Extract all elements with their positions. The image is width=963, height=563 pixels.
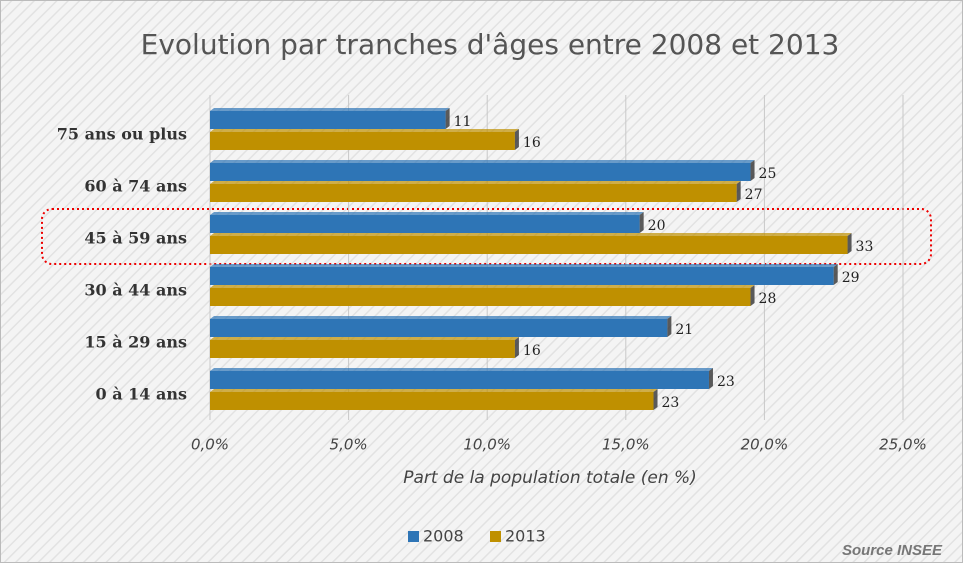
data-label: 28 xyxy=(759,291,777,307)
bar xyxy=(210,212,644,233)
data-label: 11 xyxy=(454,114,472,130)
data-label: 21 xyxy=(675,322,693,338)
legend-label: 2013 xyxy=(505,527,546,546)
data-label: 20 xyxy=(648,218,666,234)
bar-side xyxy=(750,160,755,181)
bar-face xyxy=(210,288,751,306)
bar-top xyxy=(210,212,644,215)
bar xyxy=(210,160,755,181)
bar-face xyxy=(210,132,515,150)
y-tick-label: 0 à 14 ans xyxy=(96,385,187,404)
bar-top xyxy=(210,337,519,340)
bar-top xyxy=(210,285,755,288)
y-tick-label: 75 ans ou plus xyxy=(57,125,187,144)
bar-top xyxy=(210,389,658,392)
bar-side xyxy=(667,316,672,337)
x-tick-label: 25,0% xyxy=(879,436,927,454)
bar-top xyxy=(210,316,672,319)
bar-side xyxy=(708,368,713,389)
legend-label: 2008 xyxy=(423,527,464,546)
bar-side xyxy=(514,337,519,358)
bar-top xyxy=(210,233,852,236)
x-tick-label: 20,0% xyxy=(741,436,789,454)
bar-top xyxy=(210,181,741,184)
bar-side xyxy=(653,389,658,410)
bar-face xyxy=(210,340,515,358)
y-tick-label: 15 à 29 ans xyxy=(84,333,187,352)
bar xyxy=(210,129,519,150)
bar-top xyxy=(210,108,450,111)
bar-side xyxy=(750,285,755,306)
bar xyxy=(210,264,838,285)
bar xyxy=(210,316,672,337)
bar-face xyxy=(210,163,751,181)
bar-face xyxy=(210,319,668,337)
bar xyxy=(210,108,450,129)
data-label: 16 xyxy=(523,343,541,359)
bar-side xyxy=(639,212,644,233)
legend: 2008 2013 xyxy=(408,527,546,546)
data-label: 25 xyxy=(759,166,777,182)
data-label: 16 xyxy=(523,135,541,151)
bar-face xyxy=(210,184,737,202)
legend-swatch xyxy=(408,531,419,542)
data-label: 33 xyxy=(856,239,874,255)
bar-face xyxy=(210,392,654,410)
bar xyxy=(210,389,658,410)
bar xyxy=(210,337,519,358)
chart-title: Evolution par tranches d'âges entre 2008… xyxy=(141,28,840,61)
data-label: 23 xyxy=(662,395,680,411)
bar-face xyxy=(210,236,848,254)
bar-side xyxy=(736,181,741,202)
y-tick-label: 60 à 74 ans xyxy=(84,177,187,196)
y-tick-label: 45 à 59 ans xyxy=(84,229,187,248)
bar-top xyxy=(210,368,713,371)
bar-side xyxy=(445,108,450,129)
data-label: 23 xyxy=(717,374,735,390)
x-tick-label: 0,0% xyxy=(191,436,229,454)
bar-side xyxy=(833,264,838,285)
source: Source INSEE xyxy=(842,542,943,559)
bar-face xyxy=(210,371,709,389)
bar xyxy=(210,368,713,389)
bar-top xyxy=(210,160,755,163)
bar xyxy=(210,233,852,254)
bar-side xyxy=(514,129,519,150)
data-label: 29 xyxy=(842,270,860,286)
bar xyxy=(210,181,741,202)
bar-top xyxy=(210,129,519,132)
data-label: 27 xyxy=(745,187,763,203)
bar-face xyxy=(210,111,446,129)
legend-swatch xyxy=(490,531,501,542)
x-tick-label: 5,0% xyxy=(330,436,368,454)
bar-face xyxy=(210,215,640,233)
bar-face xyxy=(210,267,834,285)
bar-top xyxy=(210,264,838,267)
bar xyxy=(210,285,755,306)
x-tick-label: 10,0% xyxy=(463,436,511,454)
bar-side xyxy=(847,233,852,254)
axis-title: Part de la population totale (en %) xyxy=(403,468,697,488)
x-tick-label: 15,0% xyxy=(602,436,650,454)
y-tick-label: 30 à 44 ans xyxy=(84,281,187,300)
